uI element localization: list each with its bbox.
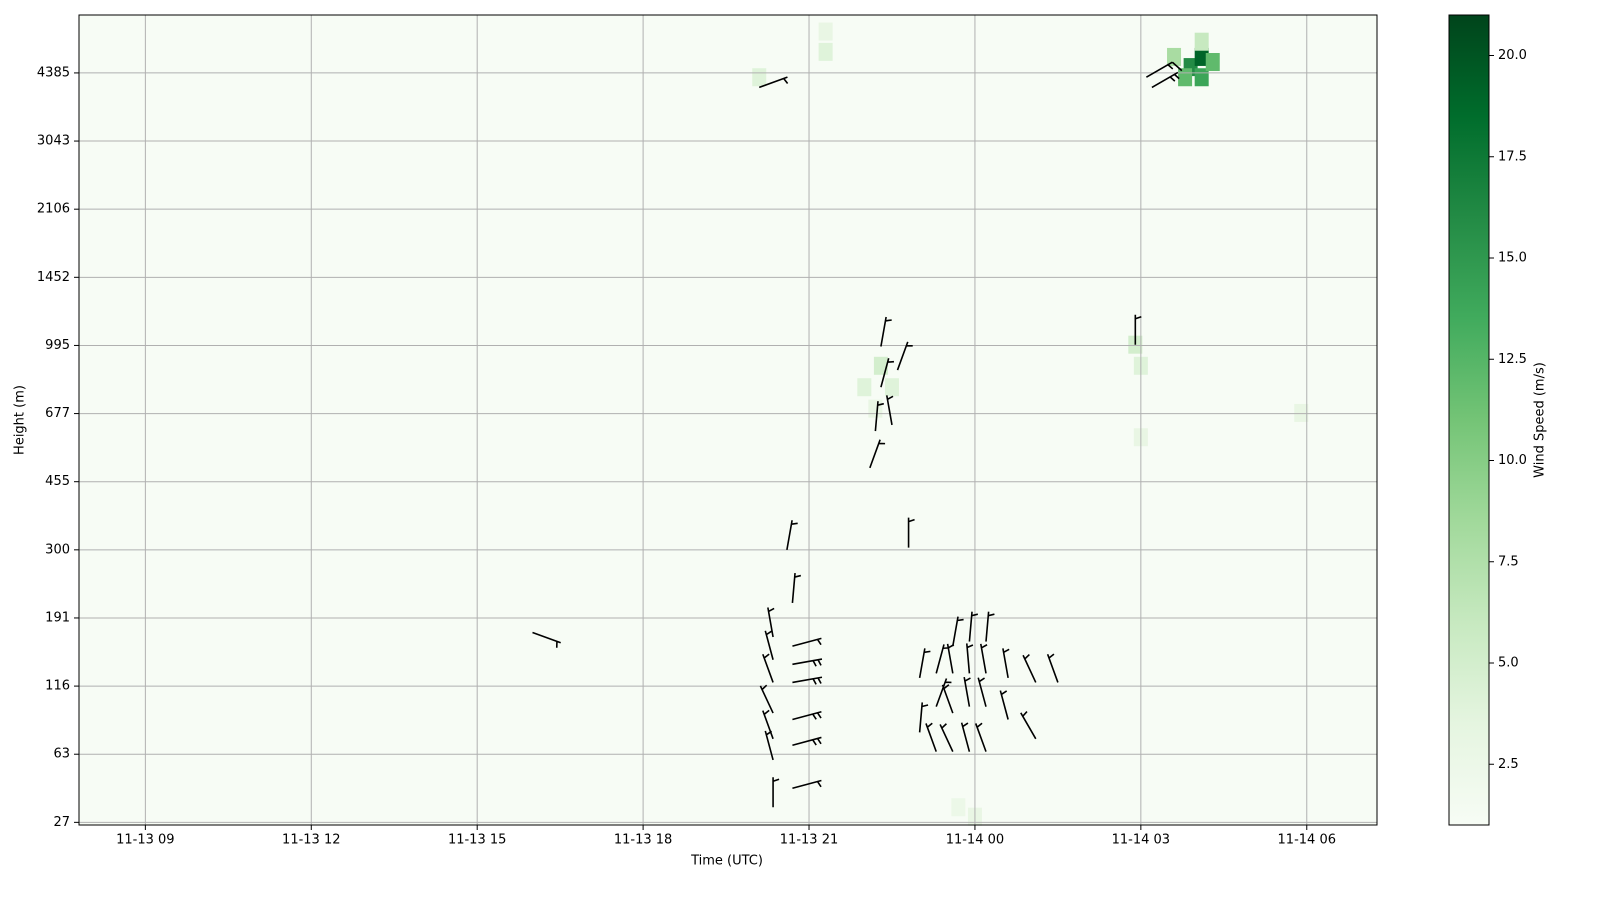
wind-barb xyxy=(792,736,822,746)
wind-barb xyxy=(896,341,913,371)
colorbar-tick-label: 2.5 xyxy=(1498,757,1519,772)
heatmap-cell xyxy=(818,22,833,41)
heatmap-cell xyxy=(857,378,872,397)
heatmap-cell xyxy=(1167,47,1182,66)
x-axis-label: Time (UTC) xyxy=(690,854,763,869)
x-tick-label: 11-13 15 xyxy=(448,833,506,848)
wind-barb xyxy=(1134,314,1142,345)
colorbar xyxy=(1448,14,1490,826)
wind-barb xyxy=(758,76,789,89)
wind-barb xyxy=(941,684,954,714)
colorbar-tick-label: 15.0 xyxy=(1498,251,1527,266)
wind-barb xyxy=(792,637,822,647)
wind-barb xyxy=(918,702,929,733)
wind-barb xyxy=(963,676,971,707)
wind-barb xyxy=(869,439,886,469)
axes: 11-13 09 11-13 12 11-13 15 11-13 18 11-13 21… xyxy=(37,14,1378,848)
heatmap-cell xyxy=(1294,403,1309,422)
y-tick-label: 455 xyxy=(45,474,70,489)
wind-barb xyxy=(1145,61,1183,78)
x-tick-label: 11-13 09 xyxy=(116,833,174,848)
heatmap-cell xyxy=(818,42,833,61)
wind-barb xyxy=(985,611,995,642)
wind-barb xyxy=(965,643,974,674)
wind-barb xyxy=(764,630,774,660)
x-tick-label: 11-14 06 xyxy=(1278,833,1336,848)
wind-barb xyxy=(907,517,915,548)
x-tick-label: 11-13 21 xyxy=(780,833,838,848)
wind-barb xyxy=(792,779,822,790)
wind-barb xyxy=(762,709,774,740)
wind-barb xyxy=(772,777,780,808)
x-tick-label: 11-14 03 xyxy=(1112,833,1170,848)
wind-barb xyxy=(939,723,954,752)
x-tick-label: 11-14 00 xyxy=(946,833,1004,848)
wind-barb xyxy=(952,616,964,647)
colorbar-tick-label: 5.0 xyxy=(1498,656,1519,671)
colorbar-label: Wind Speed (m/s) xyxy=(1533,362,1548,478)
y-tick-label: 191 xyxy=(45,610,70,625)
wind-barb xyxy=(885,395,894,426)
wind-barb xyxy=(1020,711,1037,740)
wind-barb xyxy=(759,684,774,714)
heatmap-cell xyxy=(951,798,966,817)
x-tick-label: 11-13 12 xyxy=(282,833,340,848)
colorbar-tick-label: 7.5 xyxy=(1498,554,1519,569)
y-tick-label: 4385 xyxy=(37,65,70,80)
wind-barb xyxy=(968,611,979,642)
wind-barb xyxy=(786,520,798,550)
x-tick-label: 11-13 18 xyxy=(614,833,672,848)
wind-barb xyxy=(960,722,971,752)
y-tick-label: 27 xyxy=(53,815,70,830)
wind-barb xyxy=(935,678,952,707)
heatmap-cell xyxy=(884,378,899,397)
heatmap-cell xyxy=(868,399,883,418)
heatmap-cell xyxy=(752,68,767,87)
wind-barb xyxy=(979,643,988,674)
wind-barb xyxy=(874,401,884,432)
y-tick-label: 63 xyxy=(53,747,70,762)
wind-barb xyxy=(767,607,775,638)
wind-barb xyxy=(762,653,774,683)
wind-barbs xyxy=(532,61,1183,808)
grid xyxy=(79,15,1377,825)
wind-barb xyxy=(925,722,937,752)
heatmap-cell xyxy=(1205,53,1220,72)
colorbar-tick-label: 17.5 xyxy=(1498,149,1527,164)
y-tick-label: 2106 xyxy=(37,202,70,217)
y-tick-label: 3043 xyxy=(37,134,70,149)
y-tick-label: 677 xyxy=(45,406,70,421)
colorbar-tick-label: 20.0 xyxy=(1498,48,1527,63)
y-tick-label: 300 xyxy=(45,542,70,557)
wind-barb xyxy=(1046,653,1059,683)
wind-barb xyxy=(977,677,987,707)
heatmap-cell xyxy=(1194,32,1209,51)
wind-barb xyxy=(1151,71,1180,89)
y-axis-label: Height (m) xyxy=(13,385,28,455)
plot-frame xyxy=(78,14,1378,826)
wind-barb xyxy=(999,690,1009,720)
wind-barb xyxy=(880,358,895,388)
wind-barb xyxy=(791,573,802,604)
colorbar-tick-label: 12.5 xyxy=(1498,352,1527,367)
wind-barb xyxy=(792,676,823,685)
wind-barb xyxy=(974,722,987,752)
colorbar-tick-label: 10.0 xyxy=(1498,453,1527,468)
wind-barb xyxy=(792,658,823,667)
heatmap-cell xyxy=(1194,47,1209,66)
wind-barb xyxy=(532,631,561,648)
y-tick-label: 116 xyxy=(45,679,70,694)
y-tick-label: 995 xyxy=(45,338,70,353)
heatmap-cell xyxy=(1178,68,1193,87)
wind-barb xyxy=(1002,648,1010,679)
wind-barb xyxy=(792,710,822,721)
plot-background xyxy=(79,15,1377,825)
y-tick-label: 1452 xyxy=(37,270,70,285)
wind-barb xyxy=(918,648,931,679)
heatmap-cell xyxy=(873,356,888,375)
wind-barb xyxy=(1022,653,1037,683)
wind-barb xyxy=(880,316,892,347)
